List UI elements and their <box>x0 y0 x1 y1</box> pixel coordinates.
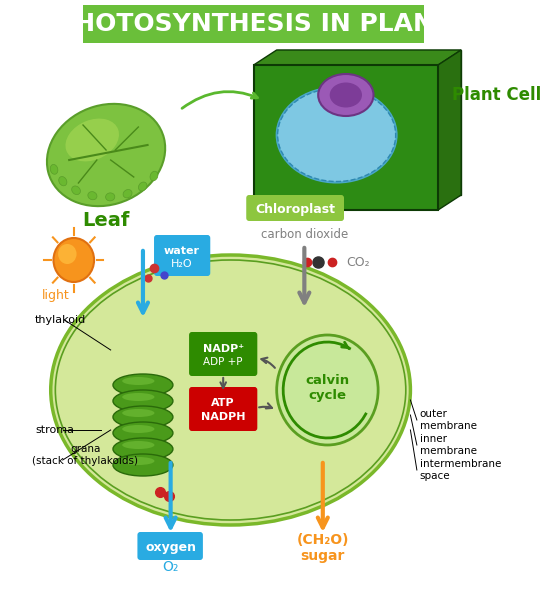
Text: carbon dioxide: carbon dioxide <box>261 229 348 241</box>
Ellipse shape <box>113 438 173 460</box>
Ellipse shape <box>123 190 132 198</box>
Ellipse shape <box>150 171 158 181</box>
FancyBboxPatch shape <box>246 195 344 221</box>
Ellipse shape <box>47 104 165 206</box>
Text: PHOTOSYNTHESIS IN PLANT: PHOTOSYNTHESIS IN PLANT <box>56 12 451 36</box>
Ellipse shape <box>122 457 155 465</box>
Ellipse shape <box>65 119 119 161</box>
Text: NADP⁺: NADP⁺ <box>202 344 244 354</box>
Ellipse shape <box>277 88 397 182</box>
Text: ADP +P: ADP +P <box>204 357 243 367</box>
Ellipse shape <box>122 409 155 417</box>
Text: H₂O: H₂O <box>171 259 192 269</box>
Text: thylakoid: thylakoid <box>35 315 86 325</box>
FancyBboxPatch shape <box>189 387 257 431</box>
Text: NADPH: NADPH <box>201 412 245 422</box>
Ellipse shape <box>72 186 80 194</box>
Ellipse shape <box>139 182 147 191</box>
Ellipse shape <box>113 390 173 412</box>
Ellipse shape <box>113 422 173 444</box>
FancyBboxPatch shape <box>154 235 210 276</box>
Ellipse shape <box>88 191 97 200</box>
Text: (CH₂O)
sugar: (CH₂O) sugar <box>296 533 349 563</box>
Ellipse shape <box>122 425 155 433</box>
Text: oxygen: oxygen <box>145 541 196 553</box>
Text: calvin
cycle: calvin cycle <box>305 374 349 402</box>
Text: outer
membrane: outer membrane <box>420 409 477 431</box>
Circle shape <box>58 244 76 264</box>
Text: CO₂: CO₂ <box>346 256 370 269</box>
Ellipse shape <box>318 74 373 116</box>
Text: water: water <box>164 246 200 256</box>
Text: light: light <box>41 289 69 301</box>
Ellipse shape <box>106 193 115 201</box>
Text: stroma: stroma <box>35 425 74 435</box>
Ellipse shape <box>122 393 155 401</box>
Ellipse shape <box>113 406 173 428</box>
Text: grana
(stack of thylakoids): grana (stack of thylakoids) <box>32 444 138 466</box>
Text: O₂: O₂ <box>162 560 179 574</box>
Polygon shape <box>277 50 461 195</box>
Circle shape <box>277 335 378 445</box>
Ellipse shape <box>59 176 67 186</box>
Text: intermembrane
space: intermembrane space <box>420 459 501 481</box>
Text: Plant Cell: Plant Cell <box>452 86 541 104</box>
FancyBboxPatch shape <box>189 332 257 376</box>
Text: Leaf: Leaf <box>82 211 130 229</box>
Ellipse shape <box>50 164 58 174</box>
Ellipse shape <box>113 454 173 476</box>
Ellipse shape <box>122 441 155 449</box>
Ellipse shape <box>329 82 362 107</box>
Text: Chloroplast: Chloroplast <box>255 202 335 215</box>
FancyBboxPatch shape <box>138 532 203 560</box>
Polygon shape <box>254 50 461 65</box>
Circle shape <box>53 238 94 282</box>
FancyBboxPatch shape <box>83 5 424 43</box>
Ellipse shape <box>113 374 173 396</box>
Polygon shape <box>438 50 461 210</box>
FancyBboxPatch shape <box>254 65 438 210</box>
Ellipse shape <box>122 377 155 385</box>
Text: inner
membrane: inner membrane <box>420 434 477 456</box>
Text: ATP: ATP <box>211 398 235 408</box>
Ellipse shape <box>51 255 410 525</box>
